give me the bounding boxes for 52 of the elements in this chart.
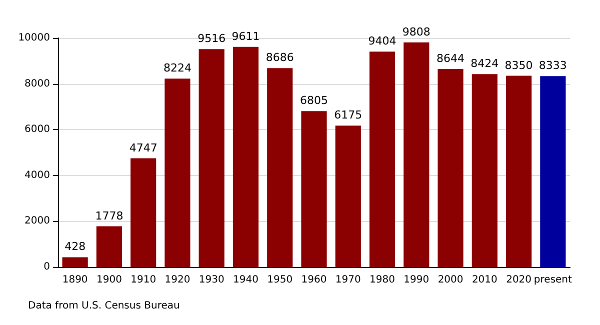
- data-label: 8644: [436, 52, 465, 66]
- y-tick-label: 0: [44, 262, 50, 272]
- bar: [369, 52, 396, 267]
- data-label: 4747: [129, 141, 158, 154]
- bar: [404, 42, 430, 267]
- data-label: 6805: [300, 94, 328, 108]
- y-tick-label: 8000: [24, 78, 50, 90]
- data-label: 8424: [470, 57, 499, 70]
- data-label: 9404: [368, 34, 396, 48]
- x-tick-label: 1920: [164, 274, 190, 286]
- x-tick-label: 1990: [404, 274, 430, 286]
- data-label: 1778: [95, 209, 124, 222]
- x-tick-label: 1930: [198, 274, 224, 286]
- x-tick-label: 1960: [301, 274, 327, 286]
- data-label: 9808: [402, 25, 430, 38]
- x-tick-label: 1900: [96, 274, 122, 286]
- bar: [164, 78, 190, 267]
- data-label: 8333: [538, 59, 567, 72]
- x-tick-label: 1970: [335, 274, 361, 286]
- bar: [506, 76, 532, 267]
- bar: [267, 68, 293, 267]
- bar: [96, 226, 122, 267]
- x-tick-label: 1950: [267, 274, 293, 286]
- data-label: 8686: [266, 51, 294, 64]
- bar: [335, 126, 361, 267]
- bar: [540, 76, 566, 267]
- data-label: 428: [64, 240, 86, 254]
- bar: [232, 46, 259, 267]
- y-tick-label: 6000: [24, 124, 50, 136]
- y-tick-label: 2000: [24, 216, 50, 227]
- x-tick-label: present: [534, 274, 572, 286]
- bar: [62, 257, 88, 267]
- x-tick-label: 1980: [370, 274, 395, 286]
- x-tick-label: 2020: [506, 274, 532, 286]
- bar: [438, 69, 464, 267]
- bar: [130, 158, 156, 267]
- data-label: 8224: [163, 62, 192, 75]
- data-label: 9516: [198, 32, 226, 46]
- x-tick-label: 2010: [472, 274, 498, 286]
- x-tick-label: 2000: [438, 274, 464, 286]
- x-tick-label: 1940: [233, 274, 258, 286]
- data-label: 9611: [232, 30, 260, 43]
- x-tick-label: 1910: [130, 274, 156, 286]
- y-tick-label: 10000: [18, 32, 50, 44]
- y-tick-label: 4000: [24, 170, 50, 181]
- bar: [472, 74, 498, 267]
- data-label: 8350: [504, 58, 533, 72]
- x-tick-label: 1890: [62, 274, 88, 286]
- bar: [301, 111, 327, 267]
- text: Data from U.S. Census Bureau: [28, 300, 180, 312]
- data-label: 6175: [334, 108, 362, 122]
- bar: [198, 49, 224, 267]
